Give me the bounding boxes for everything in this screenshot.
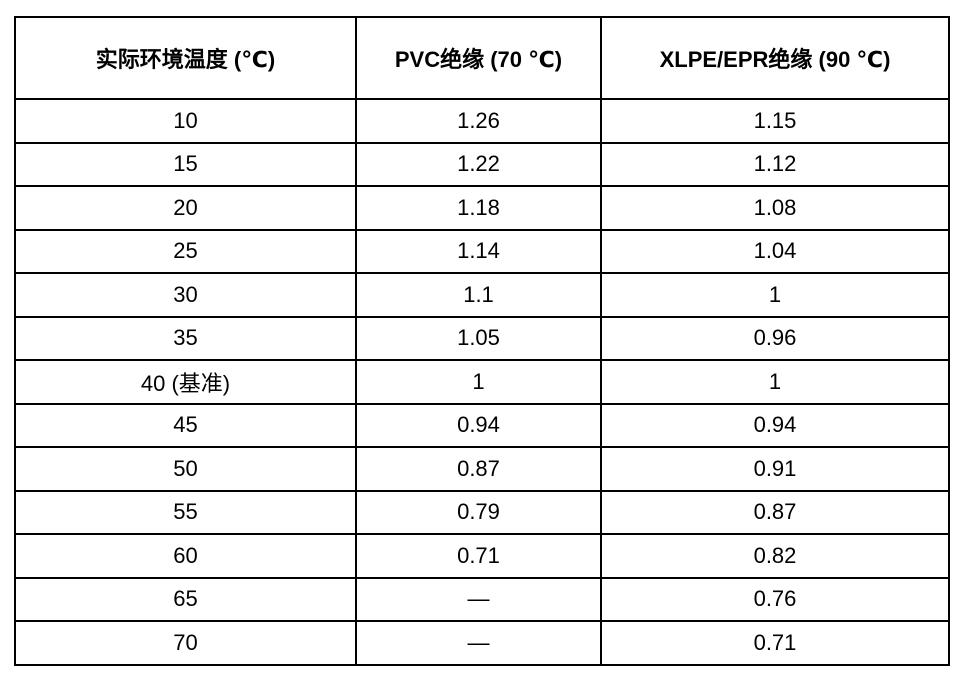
cell-temperature: 20: [14, 185, 357, 231]
table-row: 15 1.22 1.12: [14, 141, 950, 187]
cell-temperature: 65: [14, 576, 357, 622]
cell-temperature: 70: [14, 620, 357, 666]
temperature-correction-table: 实际环境温度 (℃) PVC绝缘 (70 ℃) XLPE/EPR绝缘 (90 ℃…: [14, 16, 950, 666]
table-row: 35 1.05 0.96: [14, 315, 950, 361]
table-row: 60 0.71 0.82: [14, 533, 950, 579]
cell-xlpe-factor: 0.71: [600, 620, 950, 666]
cell-temperature: 55: [14, 489, 357, 535]
cell-pvc-factor: 0.79: [355, 489, 602, 535]
table-row: 45 0.94 0.94: [14, 402, 950, 448]
cell-temperature: 30: [14, 272, 357, 318]
cell-pvc-factor: 1.22: [355, 141, 602, 187]
cell-xlpe-factor: 1.12: [600, 141, 950, 187]
cell-pvc-factor: —: [355, 620, 602, 666]
table-row: 55 0.79 0.87: [14, 489, 950, 535]
cell-xlpe-factor: 1.08: [600, 185, 950, 231]
table-row: 25 1.14 1.04: [14, 228, 950, 274]
cell-temperature: 25: [14, 228, 357, 274]
cell-pvc-factor: 0.87: [355, 446, 602, 492]
cell-xlpe-factor: 0.76: [600, 576, 950, 622]
cell-temperature: 10: [14, 98, 357, 144]
cell-xlpe-factor: 1: [600, 272, 950, 318]
cell-xlpe-factor: 1.04: [600, 228, 950, 274]
cell-xlpe-factor: 0.87: [600, 489, 950, 535]
cell-xlpe-factor: 0.96: [600, 315, 950, 361]
cell-pvc-factor: 0.71: [355, 533, 602, 579]
cell-xlpe-factor: 0.82: [600, 533, 950, 579]
cell-pvc-factor: 1.26: [355, 98, 602, 144]
table-row: 40 (基准) 1 1: [14, 359, 950, 405]
cell-pvc-factor: 1.1: [355, 272, 602, 318]
header-temperature: 实际环境温度 (℃): [14, 16, 357, 100]
cell-xlpe-factor: 1: [600, 359, 950, 405]
cell-pvc-factor: 1.18: [355, 185, 602, 231]
cell-pvc-factor: 0.94: [355, 402, 602, 448]
table-row: 65 — 0.76: [14, 576, 950, 622]
cell-xlpe-factor: 0.94: [600, 402, 950, 448]
cell-xlpe-factor: 1.15: [600, 98, 950, 144]
table-row: 50 0.87 0.91: [14, 446, 950, 492]
cell-temperature: 45: [14, 402, 357, 448]
cell-pvc-factor: 1: [355, 359, 602, 405]
cell-pvc-factor: 1.14: [355, 228, 602, 274]
cell-temperature: 60: [14, 533, 357, 579]
header-xlpe: XLPE/EPR绝缘 (90 ℃): [600, 16, 950, 100]
cell-temperature: 40 (基准): [14, 359, 357, 405]
cell-xlpe-factor: 0.91: [600, 446, 950, 492]
table-row: 10 1.26 1.15: [14, 98, 950, 144]
cell-temperature: 35: [14, 315, 357, 361]
cell-pvc-factor: 1.05: [355, 315, 602, 361]
cell-pvc-factor: —: [355, 576, 602, 622]
cell-temperature: 50: [14, 446, 357, 492]
cell-temperature: 15: [14, 141, 357, 187]
table-row: 70 — 0.71: [14, 620, 950, 666]
header-row: 实际环境温度 (℃) PVC绝缘 (70 ℃) XLPE/EPR绝缘 (90 ℃…: [14, 16, 950, 100]
header-pvc: PVC绝缘 (70 ℃): [355, 16, 602, 100]
table-row: 20 1.18 1.08: [14, 185, 950, 231]
table-row: 30 1.1 1: [14, 272, 950, 318]
